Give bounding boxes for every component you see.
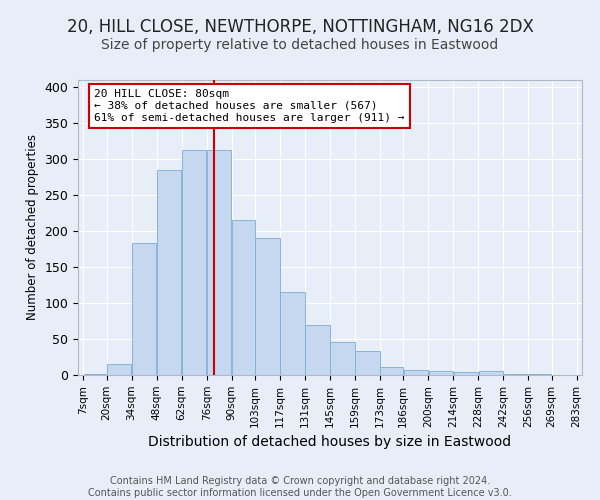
Bar: [479, 370, 503, 375]
Bar: [157, 170, 181, 375]
Bar: [232, 220, 255, 375]
Bar: [355, 352, 380, 375]
Bar: [280, 292, 305, 375]
Bar: [255, 238, 280, 375]
Bar: [529, 374, 551, 375]
Bar: [107, 364, 131, 375]
Y-axis label: Number of detached properties: Number of detached properties: [26, 134, 39, 320]
Bar: [330, 342, 355, 375]
Bar: [380, 367, 403, 375]
Bar: [207, 150, 232, 375]
Bar: [428, 370, 453, 375]
Bar: [404, 370, 428, 375]
X-axis label: Distribution of detached houses by size in Eastwood: Distribution of detached houses by size …: [148, 435, 512, 449]
Bar: [305, 324, 330, 375]
Bar: [83, 374, 106, 375]
Text: 20 HILL CLOSE: 80sqm
← 38% of detached houses are smaller (567)
61% of semi-deta: 20 HILL CLOSE: 80sqm ← 38% of detached h…: [94, 90, 404, 122]
Bar: [503, 374, 528, 375]
Bar: [454, 372, 478, 375]
Bar: [132, 244, 157, 375]
Text: Size of property relative to detached houses in Eastwood: Size of property relative to detached ho…: [101, 38, 499, 52]
Bar: [182, 150, 206, 375]
Text: 20, HILL CLOSE, NEWTHORPE, NOTTINGHAM, NG16 2DX: 20, HILL CLOSE, NEWTHORPE, NOTTINGHAM, N…: [67, 18, 533, 36]
Text: Contains HM Land Registry data © Crown copyright and database right 2024.
Contai: Contains HM Land Registry data © Crown c…: [88, 476, 512, 498]
